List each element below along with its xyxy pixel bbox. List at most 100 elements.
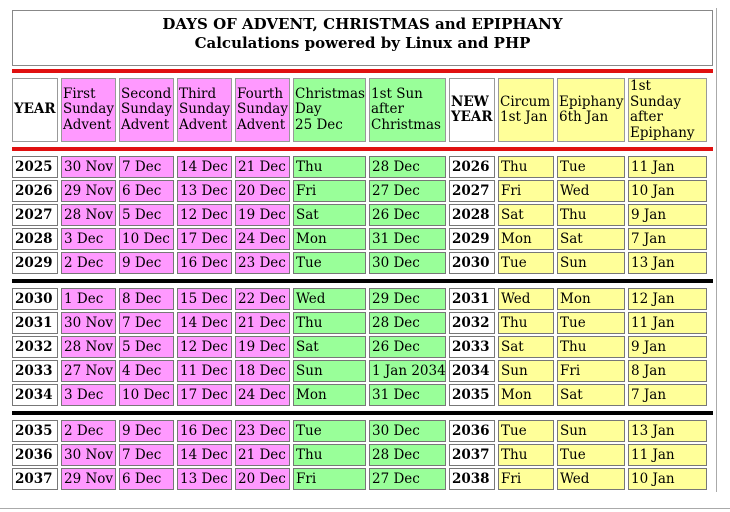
- header-third-sunday-advent: Third Sunday Advent: [177, 78, 232, 142]
- cell-fourth-sunday-advent: 19 Dec: [235, 204, 290, 226]
- cell-new-year: 2034: [449, 360, 495, 382]
- cell-third-sunday-advent: 14 Dec: [177, 312, 232, 334]
- header-first-sunday-after-epiphany: 1st Sunday after Epiphany: [628, 78, 707, 142]
- cell-year: 2028: [12, 228, 58, 250]
- cell-epiphany: Sun: [557, 420, 625, 442]
- cell-fourth-sunday-advent: 20 Dec: [235, 468, 290, 490]
- year-group: 2030 1 Dec 8 Dec 15 Dec 22 Dec Wed 29 Dec 2031 W…: [9, 286, 710, 408]
- cell-fourth-sunday-advent: 21 Dec: [235, 312, 290, 334]
- cell-first-sunday-after-epiphany: 7 Jan: [628, 384, 707, 406]
- cell-new-year: 2030: [449, 252, 495, 274]
- cell-first-sunday-after-epiphany: 11 Jan: [628, 444, 707, 466]
- table-row: 2028 3 Dec 10 Dec 17 Dec 24 Dec Mon 31 Dec 2029…: [12, 228, 707, 250]
- cell-fourth-sunday-advent: 18 Dec: [235, 360, 290, 382]
- cell-epiphany: Tue: [557, 444, 625, 466]
- header-fourth-sunday-advent: Fourth Sunday Advent: [235, 78, 290, 142]
- cell-third-sunday-advent: 12 Dec: [177, 204, 232, 226]
- cell-year: 2025: [12, 156, 58, 178]
- cell-first-sunday-after-epiphany: 13 Jan: [628, 252, 707, 274]
- cell-new-year: 2033: [449, 336, 495, 358]
- table-row: 2034 3 Dec 10 Dec 17 Dec 24 Dec Mon 31 Dec 2035…: [12, 384, 707, 406]
- cell-year: 2037: [12, 468, 58, 490]
- cell-first-sun-after-christmas: 28 Dec: [369, 312, 446, 334]
- cell-year: 2029: [12, 252, 58, 274]
- cell-new-year: 2029: [449, 228, 495, 250]
- cell-epiphany: Sat: [557, 228, 625, 250]
- cell-christmas-day: Sun: [293, 360, 366, 382]
- cell-circum: Sat: [498, 204, 554, 226]
- cell-circum: Thu: [498, 312, 554, 334]
- cell-second-sunday-advent: 9 Dec: [119, 420, 174, 442]
- table-row: 2027 28 Nov 5 Dec 12 Dec 19 Dec Sat 26 Dec 2028…: [12, 204, 707, 226]
- cell-second-sunday-advent: 10 Dec: [119, 228, 174, 250]
- cell-christmas-day: Tue: [293, 252, 366, 274]
- cell-first-sunday-advent: 28 Nov: [61, 204, 116, 226]
- cell-first-sunday-advent: 3 Dec: [61, 228, 116, 250]
- cell-second-sunday-advent: 7 Dec: [119, 312, 174, 334]
- cell-fourth-sunday-advent: 23 Dec: [235, 420, 290, 442]
- separator-black: [12, 411, 713, 415]
- header-year: YEAR: [12, 78, 58, 142]
- cell-fourth-sunday-advent: 23 Dec: [235, 252, 290, 274]
- cell-first-sun-after-christmas: 28 Dec: [369, 444, 446, 466]
- cell-first-sunday-after-epiphany: 8 Jan: [628, 360, 707, 382]
- cell-fourth-sunday-advent: 24 Dec: [235, 228, 290, 250]
- page-subtitle: Calculations powered by Linux and PHP: [194, 34, 531, 52]
- cell-third-sunday-advent: 11 Dec: [177, 360, 232, 382]
- cell-circum: Thu: [498, 444, 554, 466]
- table-row: 2029 2 Dec 9 Dec 16 Dec 23 Dec Tue 30 Dec 2030 T…: [12, 252, 707, 274]
- cell-first-sunday-after-epiphany: 9 Jan: [628, 336, 707, 358]
- cell-epiphany: Sat: [557, 384, 625, 406]
- cell-fourth-sunday-advent: 19 Dec: [235, 336, 290, 358]
- cell-christmas-day: Wed: [293, 288, 366, 310]
- cell-first-sunday-after-epiphany: 10 Jan: [628, 468, 707, 490]
- cell-third-sunday-advent: 17 Dec: [177, 228, 232, 250]
- cell-first-sunday-after-epiphany: 11 Jan: [628, 156, 707, 178]
- cell-epiphany: Thu: [557, 336, 625, 358]
- cell-circum: Mon: [498, 384, 554, 406]
- year-group: 2035 2 Dec 9 Dec 16 Dec 23 Dec Tue 30 Dec 2036 T…: [9, 418, 710, 492]
- header-first-sunday-advent: First Sunday Advent: [61, 78, 116, 142]
- cell-christmas-day: Fri: [293, 180, 366, 202]
- cell-first-sun-after-christmas: 30 Dec: [369, 420, 446, 442]
- cell-third-sunday-advent: 17 Dec: [177, 384, 232, 406]
- cell-first-sun-after-christmas: 1 Jan 2034: [369, 360, 446, 382]
- header-table: YEAR First Sunday Advent Second Sunday Advent T…: [9, 76, 710, 144]
- cell-christmas-day: Thu: [293, 156, 366, 178]
- cell-fourth-sunday-advent: 21 Dec: [235, 156, 290, 178]
- cell-third-sunday-advent: 13 Dec: [177, 180, 232, 202]
- cell-christmas-day: Thu: [293, 312, 366, 334]
- cell-epiphany: Sun: [557, 252, 625, 274]
- cell-christmas-day: Fri: [293, 468, 366, 490]
- cell-first-sunday-advent: 2 Dec: [61, 252, 116, 274]
- table-row: 2035 2 Dec 9 Dec 16 Dec 23 Dec Tue 30 Dec 2036 T…: [12, 420, 707, 442]
- page-title: DAYS OF ADVENT, CHRISTMAS and EPIPHANY: [162, 15, 563, 33]
- cell-epiphany: Tue: [557, 156, 625, 178]
- cell-second-sunday-advent: 8 Dec: [119, 288, 174, 310]
- cell-second-sunday-advent: 9 Dec: [119, 252, 174, 274]
- table-row: 2037 29 Nov 6 Dec 13 Dec 20 Dec Fri 27 Dec 2038…: [12, 468, 707, 490]
- cell-fourth-sunday-advent: 22 Dec: [235, 288, 290, 310]
- cell-christmas-day: Mon: [293, 384, 366, 406]
- cell-first-sun-after-christmas: 31 Dec: [369, 384, 446, 406]
- cell-christmas-day: Sat: [293, 336, 366, 358]
- table-row: 2032 28 Nov 5 Dec 12 Dec 19 Dec Sat 26 Dec 2033…: [12, 336, 707, 358]
- cell-year: 2031: [12, 312, 58, 334]
- header-first-sun-after-christmas: 1st Sun after Christmas: [369, 78, 446, 142]
- cell-year: 2026: [12, 180, 58, 202]
- table-row: 2025 30 Nov 7 Dec 14 Dec 21 Dec Thu 28 Dec 2026…: [12, 156, 707, 178]
- table-row: 2026 29 Nov 6 Dec 13 Dec 20 Dec Fri 27 Dec 2027…: [12, 180, 707, 202]
- cell-epiphany: Mon: [557, 288, 625, 310]
- cell-first-sunday-after-epiphany: 13 Jan: [628, 420, 707, 442]
- cell-first-sunday-advent: 2 Dec: [61, 420, 116, 442]
- cell-first-sunday-after-epiphany: 7 Jan: [628, 228, 707, 250]
- cell-circum: Tue: [498, 420, 554, 442]
- header-christmas-day: Christmas Day 25 Dec: [293, 78, 366, 142]
- cell-second-sunday-advent: 6 Dec: [119, 468, 174, 490]
- cell-first-sun-after-christmas: 28 Dec: [369, 156, 446, 178]
- header-circum: Circum 1st Jan: [498, 78, 554, 142]
- cell-epiphany: Tue: [557, 312, 625, 334]
- cell-year: 2032: [12, 336, 58, 358]
- cell-circum: Tue: [498, 252, 554, 274]
- separator-black: [12, 279, 713, 283]
